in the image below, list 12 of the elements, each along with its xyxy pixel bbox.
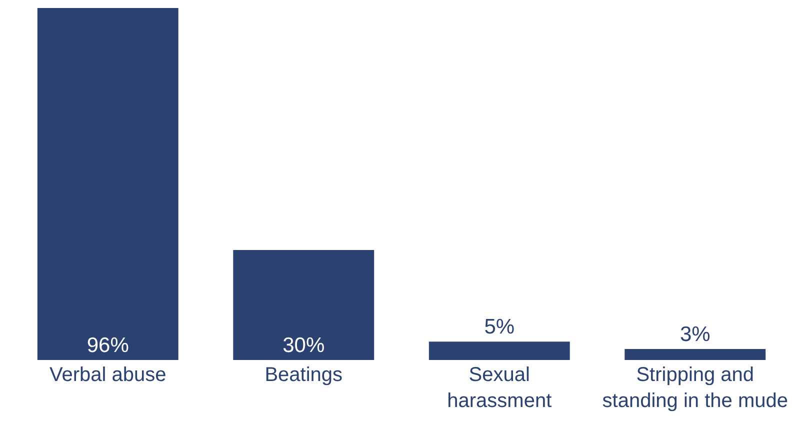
data-label: 5% <box>484 316 515 339</box>
bar <box>37 8 178 360</box>
x-tick-label: Sexual harassment <box>447 364 552 412</box>
x-tick-label: Stripping and standing in the mude <box>602 364 788 412</box>
bar <box>428 342 570 360</box>
x-tick-label: Beatings <box>264 364 343 386</box>
bar <box>624 349 766 360</box>
data-label: 3% <box>680 323 710 346</box>
data-label: 96% <box>86 334 129 357</box>
data-label: 30% <box>282 334 325 357</box>
bar <box>233 250 374 360</box>
x-tick-label: Verbal abuse <box>49 364 166 386</box>
